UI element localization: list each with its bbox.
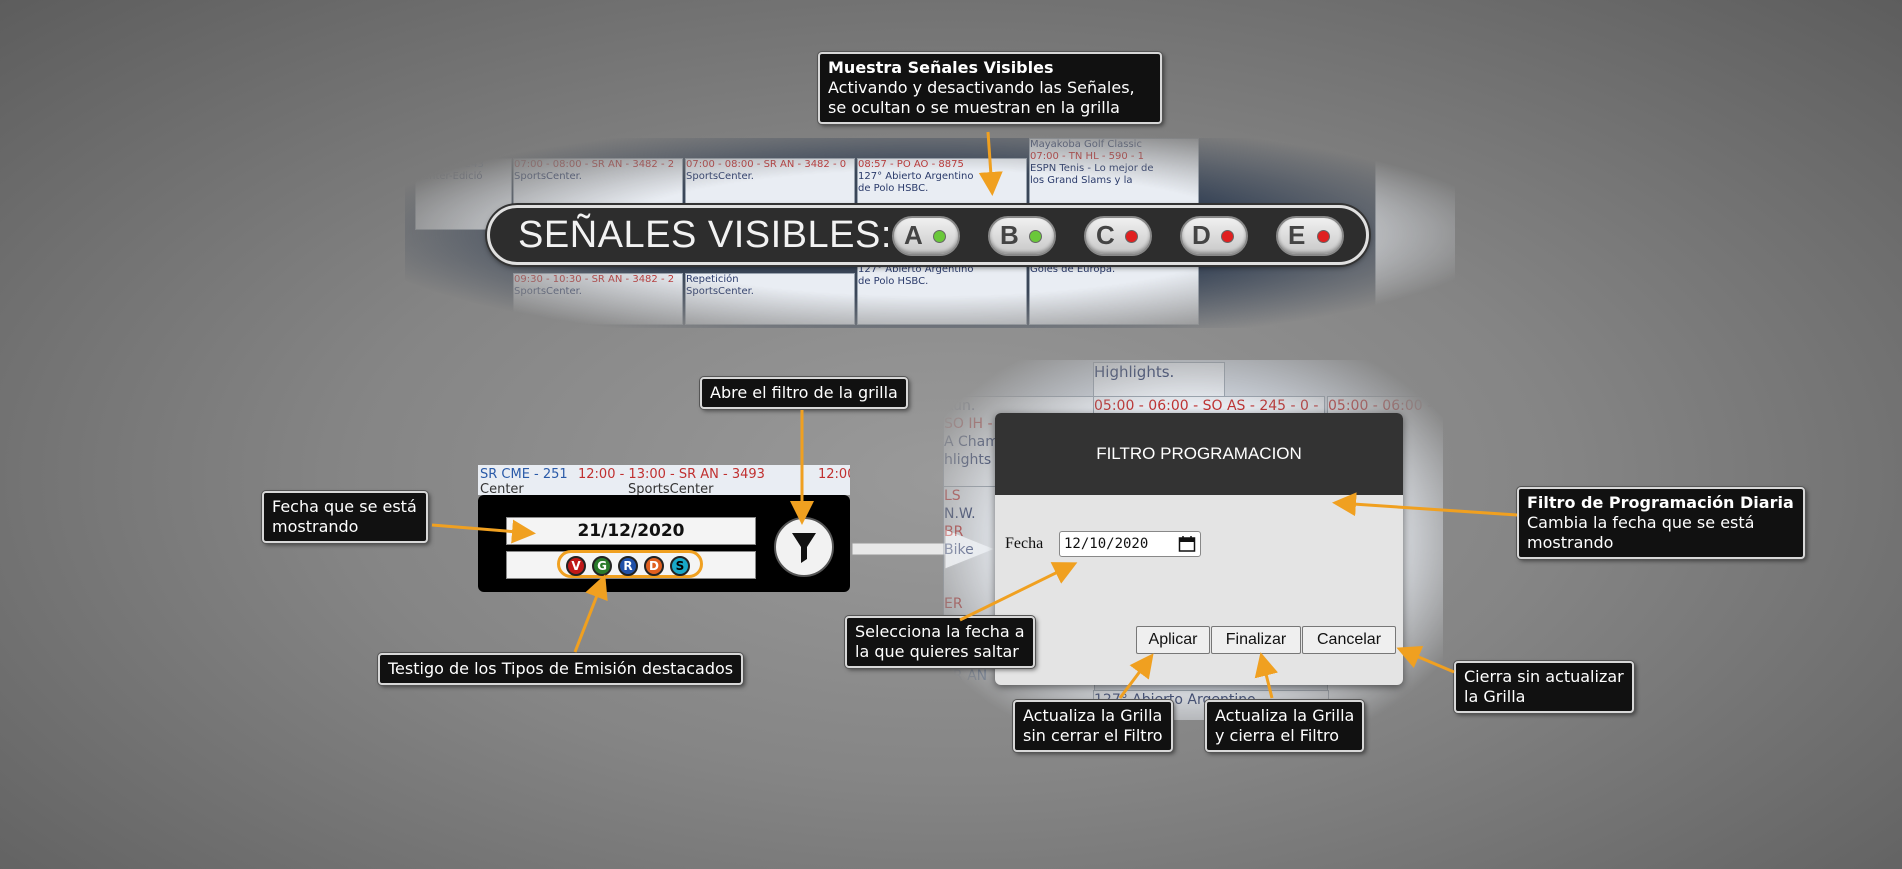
funnel-icon (792, 533, 816, 563)
status-dot-icon (1317, 230, 1330, 243)
date-input[interactable]: 12/10/2020 (1059, 531, 1201, 557)
callout-daily-filter: Filtro de Programación Diaria Cambia la … (1517, 487, 1805, 559)
filter-dialog: FILTRO PROGRAMACION Fecha 12/10/2020 Apl… (995, 413, 1403, 685)
calendar-icon[interactable] (1178, 535, 1196, 553)
highlight-ring: V G R D S (557, 550, 703, 578)
signal-toggle-c[interactable]: C (1084, 216, 1152, 256)
signal-toggle-d[interactable]: D (1180, 216, 1248, 256)
grid-cell: 09:30 - 10:30 - SR AN - 3482 - 2 SportsCe… (513, 273, 683, 325)
open-filter-button[interactable] (774, 517, 834, 577)
type-badge-v: V (566, 556, 586, 576)
finish-button[interactable]: Finalizar (1211, 626, 1301, 654)
emission-types-indicator: V G R D S (506, 550, 756, 579)
callout-cancel: Cierra sin actualizar la Grilla (1454, 661, 1634, 713)
apply-button[interactable]: Aplicar (1136, 626, 1210, 654)
status-dot-icon (1125, 230, 1138, 243)
signal-toggle-e[interactable]: E (1276, 216, 1344, 256)
callout-open-filter: Abre el filtro de la grilla (700, 377, 908, 409)
grid-cell (1375, 158, 1455, 325)
signals-visible-bar: SEÑALES VISIBLES: A B C D E (487, 205, 1369, 265)
date-widget-header: SR CME - 251 Center 12:00 - 13:00 - SR A… (478, 465, 850, 495)
date-label: Fecha (1005, 535, 1044, 552)
type-badge-s: S (670, 556, 690, 576)
dialog-title: FILTRO PROGRAMACION (995, 413, 1403, 495)
callout-shown-date: Fecha que se está mostrando (262, 491, 428, 543)
signal-toggle-b[interactable]: B (988, 216, 1056, 256)
cancel-button[interactable]: Cancelar (1302, 626, 1396, 654)
current-date-display: 21/12/2020 (506, 517, 756, 545)
type-badge-d: D (644, 556, 664, 576)
date-widget: 21/12/2020 V G R D S (478, 495, 850, 592)
signals-callout: Muestra Señales Visibles Activando y des… (818, 52, 1162, 124)
signal-toggle-a[interactable]: A (892, 216, 960, 256)
status-dot-icon (1029, 230, 1042, 243)
grid-cell: Repetición SportsCenter. (685, 273, 855, 325)
signals-title: SEÑALES VISIBLES: (518, 214, 892, 256)
callout-emission-types: Testigo de los Tipos de Emisión destacad… (378, 653, 744, 685)
callout-apply: Actualiza la Grilla sin cerrar el Filtro (1013, 700, 1173, 752)
callout-select-date: Selecciona la fecha a la que quieres salt… (845, 616, 1035, 668)
status-dot-icon (933, 230, 946, 243)
grid-cell: 127° Abierto Argentino de Polo HSBC. (857, 263, 1027, 325)
status-dot-icon (1221, 230, 1234, 243)
type-badge-r: R (618, 556, 638, 576)
grid-cell: Goles de Europa. (1029, 263, 1199, 325)
callout-finish: Actualiza la Grilla y cierra el Filtro (1205, 700, 1365, 752)
